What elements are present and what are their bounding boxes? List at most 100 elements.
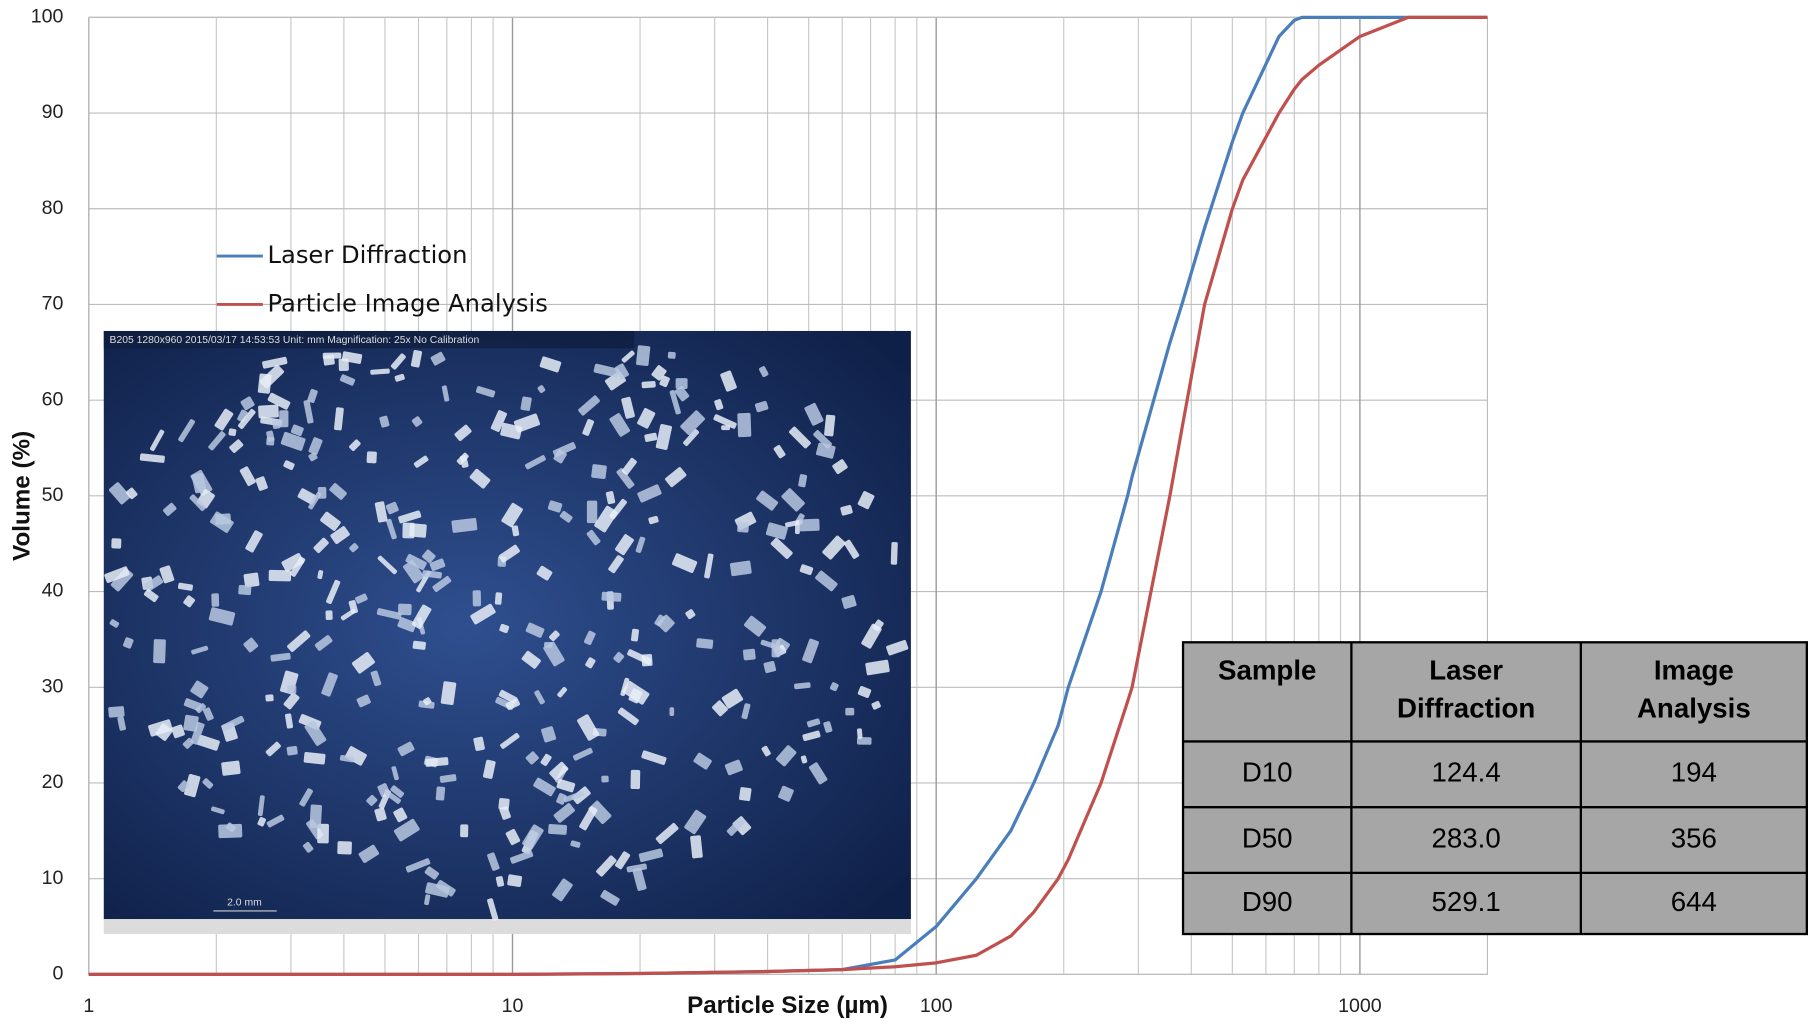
photo-info-bar <box>103 330 635 349</box>
crystal <box>237 409 248 423</box>
crystal <box>616 468 635 489</box>
crystal <box>543 641 565 667</box>
crystal <box>391 766 399 781</box>
crystal <box>482 759 496 779</box>
crystal <box>272 419 281 429</box>
crystal <box>153 639 166 664</box>
crystal <box>756 490 779 511</box>
crystal <box>439 774 457 783</box>
crystal <box>724 759 743 776</box>
table-cell: 529.1 <box>1432 886 1501 917</box>
crystal <box>268 569 292 582</box>
crystal <box>398 510 422 524</box>
crystal <box>798 474 808 488</box>
crystal <box>460 824 469 838</box>
crystal <box>104 566 130 583</box>
crystal <box>771 639 781 658</box>
crystal <box>667 351 676 359</box>
crystal <box>540 753 552 766</box>
crystal <box>339 754 355 763</box>
crystal <box>423 697 432 706</box>
crystal <box>334 407 344 431</box>
crystal <box>776 745 797 767</box>
crystal <box>238 584 252 596</box>
scale-label: 2.0 mm <box>227 898 262 909</box>
crystal <box>654 614 665 627</box>
crystal <box>549 630 560 642</box>
table-header: Image Analysis <box>1637 655 1751 724</box>
crystal <box>729 560 752 577</box>
crystal <box>744 615 767 637</box>
crystal <box>330 526 350 545</box>
table-cell: D90 <box>1242 886 1293 917</box>
crystal <box>669 389 681 415</box>
crystal <box>665 467 687 488</box>
crystal <box>243 637 259 653</box>
crystal <box>840 504 853 516</box>
crystal <box>721 688 744 709</box>
crystal <box>393 818 420 842</box>
crystal <box>159 565 175 584</box>
photo-caption: B205 1280x960 2015/03/17 14:53:53 Unit: … <box>110 335 480 346</box>
crystal <box>713 414 737 429</box>
crystal <box>183 698 202 711</box>
table-cell: 194 <box>1671 757 1717 788</box>
crystal <box>376 608 402 620</box>
crystal <box>737 522 749 533</box>
crystal <box>405 553 427 570</box>
x-tick-label: 10 <box>502 995 524 1017</box>
crystal <box>815 570 838 592</box>
crystal <box>586 500 598 524</box>
crystal <box>788 426 811 449</box>
crystal <box>403 560 425 584</box>
crystal <box>608 555 624 574</box>
crystal <box>865 659 890 676</box>
photo-frame <box>103 919 911 935</box>
crystal <box>577 714 600 741</box>
crystal <box>386 518 397 540</box>
crystal <box>823 721 833 733</box>
crystal <box>183 595 196 608</box>
crystal <box>405 858 431 873</box>
crystal <box>229 439 244 453</box>
crystal <box>302 841 314 853</box>
crystal <box>337 841 352 855</box>
x-tick-label: 100 <box>920 995 953 1017</box>
crystal <box>857 685 872 698</box>
table-cell: 283.0 <box>1432 822 1501 853</box>
crystal <box>500 422 523 440</box>
crystal <box>109 619 120 628</box>
crystal <box>211 593 220 607</box>
table-header: Sample <box>1218 655 1316 686</box>
crystal <box>669 707 675 716</box>
crystal <box>638 848 664 863</box>
crystal <box>338 358 349 372</box>
crystal <box>781 488 805 512</box>
y-tick-label: 70 <box>42 293 64 315</box>
crystal <box>178 419 196 443</box>
crystal <box>215 513 232 525</box>
crystal <box>139 453 165 463</box>
crystal <box>171 724 185 739</box>
crystal <box>498 544 520 563</box>
crystal <box>522 824 544 850</box>
crystal <box>240 396 255 411</box>
crystal <box>339 374 356 386</box>
crystal <box>299 788 313 807</box>
crystal <box>266 437 275 446</box>
crystal <box>321 672 338 697</box>
crystal <box>287 685 297 694</box>
data-line <box>88 15 1488 976</box>
crystal <box>245 530 263 553</box>
crystal <box>475 385 496 398</box>
crystal <box>270 652 291 662</box>
crystal <box>432 576 452 592</box>
crystal <box>123 637 134 649</box>
crystal <box>829 682 839 692</box>
crystal <box>501 502 523 528</box>
crystal <box>721 425 731 431</box>
crystal <box>696 638 714 649</box>
crystal <box>621 457 637 475</box>
crystal <box>366 451 377 464</box>
crystal <box>824 414 836 437</box>
